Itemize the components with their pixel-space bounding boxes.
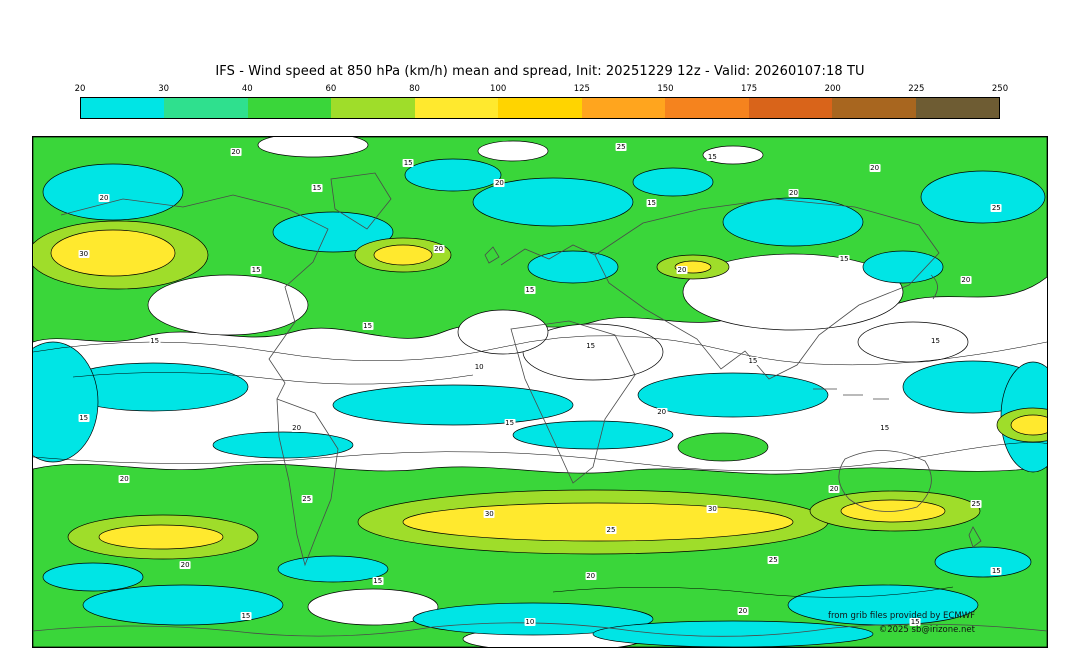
colorbar-segment [331,98,415,118]
colorbar-tick-label: 80 [409,84,420,94]
colorbar-tick-label: 60 [325,84,337,94]
wind-fill-cyan-layer [33,158,1047,647]
data-provider-credit: from grib files provided by ECMWF [828,611,975,621]
colorbar-segment [164,98,248,118]
colorbar-segment [414,98,499,118]
colorbar-tick-label: 125 [573,84,590,94]
colorbar-segment [748,98,833,118]
contour-lines [33,335,1047,598]
colorbar-tick-label: 20 [74,84,86,94]
colorbar-tick-label: 100 [490,84,507,94]
copyright-credit: ©2025 sb@irizone.net [878,625,975,635]
colorbar-tick-label: 200 [824,84,841,94]
colorbar-tick-label: 40 [241,84,253,94]
chart-title: IFS - Wind speed at 850 hPa (km/h) mean … [215,64,865,79]
colorbar-segment [915,98,999,118]
colorbar-legend: 20 30 40 60 80 100 125 150 175 200 225 250 [75,84,1009,122]
colorbar-tick-row: 20 30 40 60 80 100 125 150 175 200 225 250 [75,84,1009,97]
colorbar-segment [247,98,332,118]
colorbar-segment [581,98,666,118]
colorbar-segment [665,98,749,118]
wind-speed-map [33,137,1047,647]
colorbar-segment [498,98,582,118]
colorbar-tick-label: 250 [991,84,1009,94]
colorbar-tick-label: 150 [657,84,674,94]
colorbar-tick-label: 225 [908,84,925,94]
colorbar-tick-label: 30 [158,84,170,94]
colorbar-bar [80,97,1000,119]
colorbar-segment [81,98,165,118]
colorbar-segment [832,98,916,118]
world-map-frame: 20 15 25 15 20 20 15 20 15 20 25 30 15 20 15 20 15 20 15 15… [32,136,1048,648]
colorbar-tick-label: 175 [740,84,758,94]
